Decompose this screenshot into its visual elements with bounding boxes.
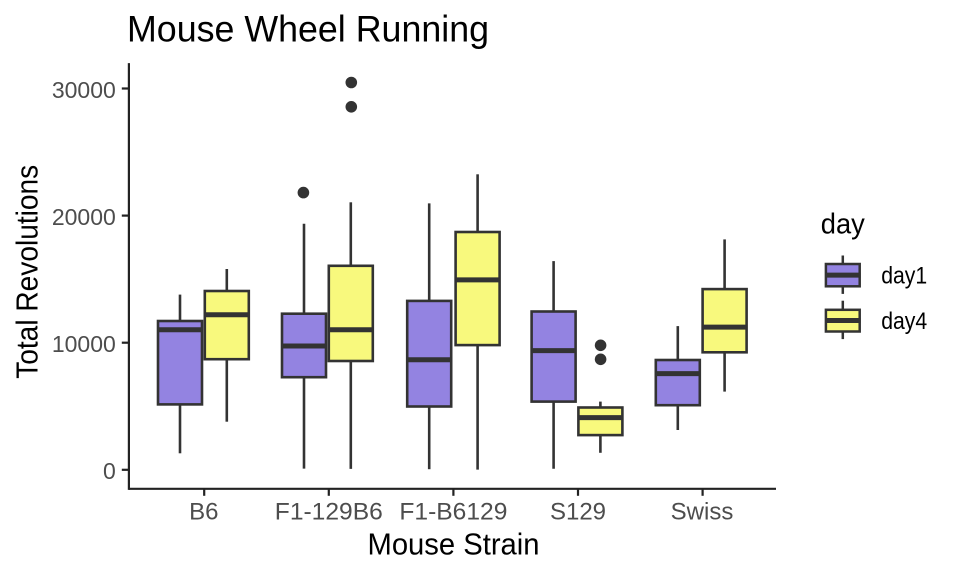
svg-text:20000: 20000 [52,204,116,230]
svg-text:Total Revolutions: Total Revolutions [10,165,45,379]
svg-text:0: 0 [103,458,116,484]
svg-text:F1-B6129: F1-B6129 [399,499,507,526]
svg-text:10000: 10000 [52,331,116,357]
svg-text:Swiss: Swiss [671,499,734,526]
svg-text:Mouse Strain: Mouse Strain [368,526,540,561]
svg-text:30000: 30000 [52,77,116,103]
svg-text:F1-129B6: F1-129B6 [275,499,383,526]
svg-text:S129: S129 [550,499,606,526]
svg-text:day1: day1 [881,262,927,289]
svg-text:day: day [821,209,865,241]
svg-text:day4: day4 [881,308,927,335]
svg-text:Mouse Wheel Running: Mouse Wheel Running [127,8,489,49]
svg-text:B6: B6 [189,499,218,526]
